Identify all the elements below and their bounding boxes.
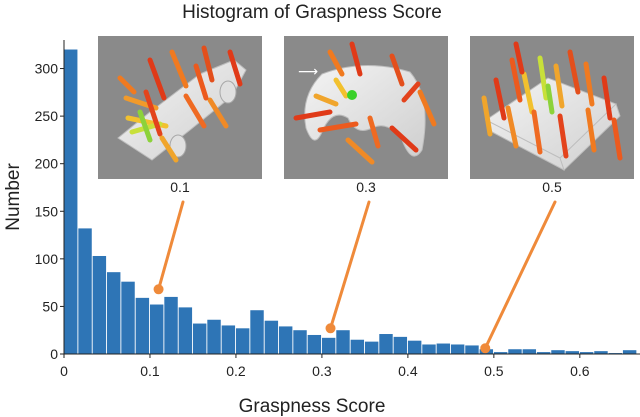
histogram-bar — [465, 345, 479, 354]
grasp-markers — [293, 41, 437, 165]
histogram-bar — [364, 341, 379, 354]
histogram-bar — [207, 319, 221, 354]
histogram-bar — [565, 351, 580, 354]
annotation-marker — [480, 343, 491, 354]
y-axis-ticks: 0 50 100 150 200 250 300 — [35, 61, 64, 362]
histogram-bar — [522, 349, 537, 354]
histogram-bar — [221, 325, 236, 354]
histogram-bar — [121, 281, 135, 354]
x-tick-label: 0.6 — [570, 363, 590, 379]
histogram-bar — [278, 326, 293, 354]
inset-panel-car — [98, 36, 262, 179]
x-tick-label: 0.1 — [140, 363, 160, 379]
annotation-label: 0.1 — [170, 179, 190, 195]
x-tick-label: 0.5 — [484, 363, 504, 379]
y-tick-label: 150 — [35, 203, 59, 219]
histogram-bar — [264, 320, 279, 354]
histogram-bar — [508, 349, 522, 354]
y-tick-label: 300 — [35, 61, 59, 77]
annotation-leader — [329, 200, 371, 330]
histogram-bar — [551, 350, 565, 354]
y-tick-label: 50 — [42, 298, 58, 314]
histogram-bar — [64, 49, 78, 355]
histogram-bar — [149, 304, 164, 354]
annotation-marker — [325, 323, 336, 334]
y-tick-label: 250 — [35, 108, 59, 124]
histogram-bar — [235, 328, 250, 354]
chart-title: Histogram of Graspness Score — [182, 2, 442, 23]
histogram-bar — [164, 296, 178, 354]
inset-panel-controller: ⟶ — [284, 36, 448, 179]
y-tick-label: 200 — [35, 156, 59, 172]
histogram-bar — [622, 350, 637, 354]
histogram-bar — [393, 336, 408, 354]
histogram-bar — [407, 340, 422, 354]
annotation-leader — [157, 200, 185, 291]
histogram-bar — [293, 330, 307, 354]
histogram-bar — [422, 344, 436, 354]
histogram-bar — [78, 228, 92, 354]
histogram-bar — [178, 307, 193, 354]
annotation-leader — [483, 200, 557, 350]
annotation-marker — [153, 284, 164, 295]
y-tick-label: 0 — [50, 346, 58, 362]
histogram-bar — [106, 272, 121, 354]
histogram-bars — [64, 49, 637, 355]
y-axis-label: Number — [3, 163, 24, 231]
histogram-bar — [92, 255, 107, 354]
histogram-bar — [350, 339, 365, 354]
histogram-bar — [436, 343, 451, 354]
histogram-bar — [307, 334, 322, 354]
grasp-marker-green — [347, 90, 357, 100]
histogram-bar — [579, 352, 594, 354]
histogram-bar — [594, 351, 608, 354]
x-tick-label: 0 — [60, 363, 68, 379]
car-wheel — [219, 80, 237, 104]
histogram-bar — [135, 297, 150, 354]
histogram-bar — [250, 310, 264, 354]
y-tick-label: 100 — [35, 251, 59, 267]
histogram-bar — [450, 344, 465, 354]
x-axis-ticks: 0 0.1 0.2 0.3 0.4 0.5 0.6 — [60, 354, 590, 379]
histogram-bar — [536, 352, 551, 354]
histogram-bar — [336, 330, 350, 354]
grasp-symbol: ⟶ — [298, 63, 318, 79]
x-tick-label: 0.4 — [398, 363, 418, 379]
histogram-bar — [379, 334, 393, 354]
annotation-label: 0.5 — [542, 179, 562, 195]
score-annotations: 0.1 0.3 0.5 — [153, 179, 562, 354]
grasp-markers — [481, 41, 623, 161]
grasp-markers — [117, 45, 243, 163]
histogram-bar — [192, 323, 207, 354]
histogram-bar — [493, 352, 508, 354]
inset-panel-box — [470, 36, 634, 179]
x-tick-label: 0.3 — [312, 363, 332, 379]
x-tick-label: 0.2 — [226, 363, 246, 379]
x-axis-label: Graspness Score — [239, 396, 386, 417]
histogram-bar — [321, 337, 336, 354]
controller-model — [304, 65, 426, 157]
annotation-label: 0.3 — [356, 179, 376, 195]
